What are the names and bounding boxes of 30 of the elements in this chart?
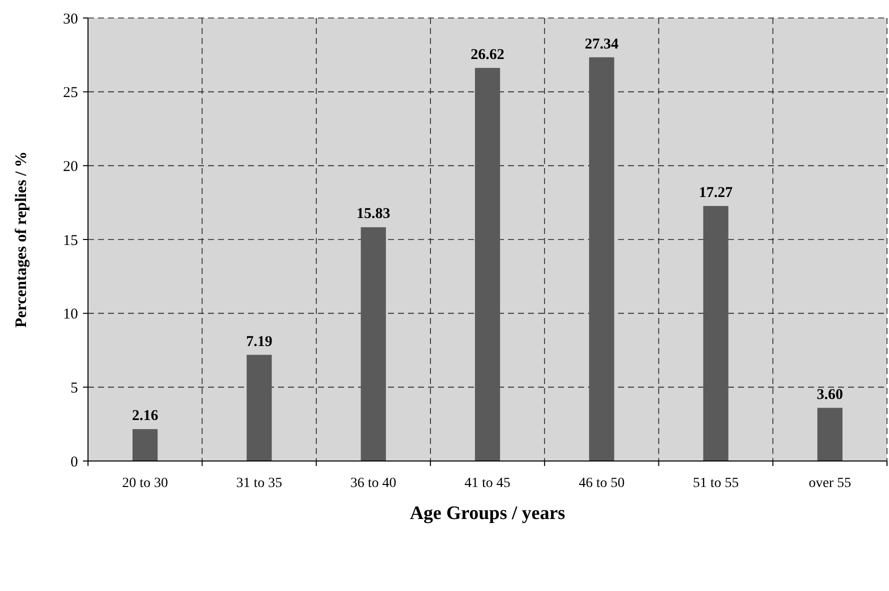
data-label: 15.83 xyxy=(356,206,390,222)
x-tick-label: 41 to 45 xyxy=(464,476,510,491)
data-label: 3.60 xyxy=(816,386,844,403)
x-tick-label: 36 to 40 xyxy=(350,476,396,491)
x-tick-label: 46 to 50 xyxy=(578,476,625,491)
bar xyxy=(817,408,842,461)
data-label: 26.62 xyxy=(470,46,504,63)
bar xyxy=(132,429,158,461)
bar xyxy=(246,354,272,461)
y-tick-label: 0 xyxy=(70,454,78,470)
bar xyxy=(703,206,728,461)
bar xyxy=(474,68,500,461)
data-label: 7.19 xyxy=(246,334,272,350)
y-axis-title: Percentages of replies / % xyxy=(13,151,30,328)
x-tick-label: 20 to 30 xyxy=(122,476,168,491)
data-label: 2.16 xyxy=(132,408,159,424)
bar xyxy=(360,227,386,461)
y-tick-label: 10 xyxy=(63,306,78,323)
x-tick-label: over 55 xyxy=(808,476,852,491)
y-tick-label: 20 xyxy=(63,158,78,175)
x-axis-title: Age Groups / years xyxy=(410,503,566,524)
data-label: 17.27 xyxy=(698,184,734,201)
y-tick-label: 30 xyxy=(63,11,78,28)
y-tick-label: 5 xyxy=(70,380,78,396)
bar xyxy=(589,57,614,461)
x-tick-label: 31 to 35 xyxy=(236,476,282,491)
data-label: 27.34 xyxy=(584,36,620,52)
x-tick-label: 51 to 55 xyxy=(692,476,739,491)
y-tick-label: 15 xyxy=(63,232,78,249)
y-tick-label: 25 xyxy=(63,85,78,102)
